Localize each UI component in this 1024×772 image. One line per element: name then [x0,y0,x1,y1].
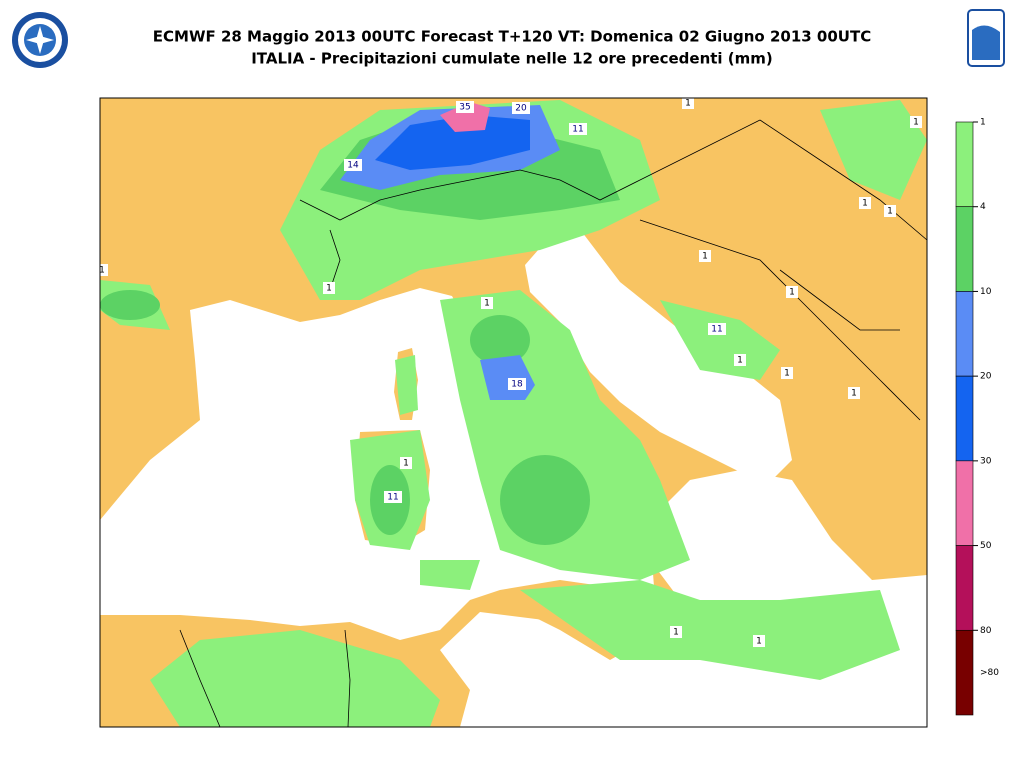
label-box [400,457,412,469]
label-box [884,205,896,217]
map-label: 1 [326,284,332,294]
legend-label: 10 [980,287,992,297]
legend: 1 4 10 20 30 50 80 >80 [955,118,999,716]
label-box [848,387,860,399]
legend-swatch [955,121,974,208]
map-label: 1 [862,199,868,209]
label-box [323,282,335,294]
legend-label: >80 [980,668,999,678]
logo-right [967,9,1005,67]
label-box [508,378,526,390]
subtitle: ITALIA - Precipitazioni cumulate nelle 1… [251,50,773,68]
legend-label: 80 [980,626,992,636]
legend-swatch [955,460,974,546]
map-label: 1 [702,252,708,262]
label-box [384,491,402,503]
map-label: 1 [756,637,762,647]
label-box [512,102,530,114]
map-label: 1 [913,118,919,128]
legend-label: 20 [980,372,992,382]
map-label: 35 [459,103,470,113]
label-box [344,159,362,171]
legend-swatch [955,629,974,716]
legend-swatch [955,545,974,631]
map-label: 1 [403,459,409,469]
legend-label: 50 [980,541,992,551]
label-box [670,626,682,638]
title: ECMWF 28 Maggio 2013 00UTC Forecast T+12… [153,28,871,46]
label-box [753,635,765,647]
label-box [781,367,793,379]
map-label: 11 [572,125,583,135]
label-box [456,101,474,113]
logo-left [12,12,68,68]
map-label: 1 [737,356,743,366]
label-box [100,264,108,276]
legend-swatch [955,206,974,292]
map-label: 11 [387,493,398,503]
map-label: 1 [99,266,105,276]
map-label: 1 [685,99,691,109]
map-frame [99,97,928,728]
map-label: 1 [789,288,795,298]
label-box [708,323,726,335]
legend-swatch [955,375,974,462]
legend-label: 1 [980,118,986,128]
label-box [682,98,694,109]
label-box [699,250,711,262]
map-label: 1 [887,207,893,217]
map-label: 1 [673,628,679,638]
map-label: 1 [851,389,857,399]
map-label: 1 [784,369,790,379]
map-label: 11 [711,325,722,335]
map-label: 1 [484,299,490,309]
legend-label: 30 [980,456,992,466]
label-box [481,297,493,309]
label-box [786,286,798,298]
map-label: 20 [515,104,527,114]
label-box [569,123,587,135]
label-box [910,116,922,128]
label-box [859,197,871,209]
label-box [734,354,746,366]
map-label: 14 [347,161,359,171]
legend-swatch [955,291,974,377]
legend-label: 4 [980,202,986,212]
map-label: 18 [511,380,523,390]
